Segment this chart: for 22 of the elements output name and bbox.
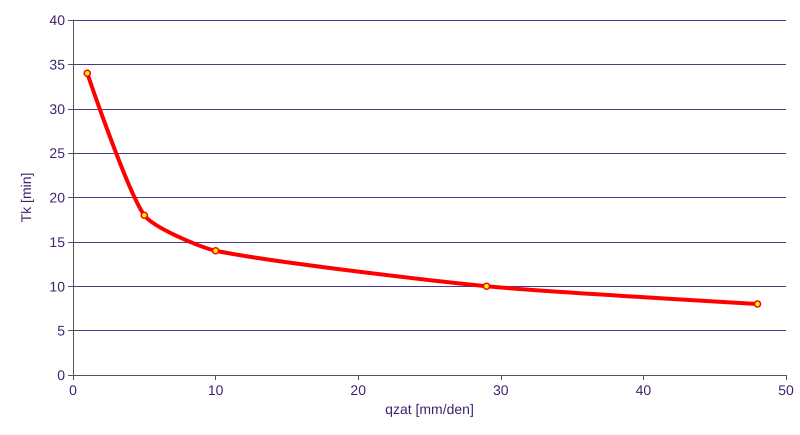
y-tick-label: 25 [49,145,66,162]
y-tick-label: 10 [49,278,66,294]
x-tick-label: 20 [350,382,366,398]
x-tick-label: 40 [636,382,652,398]
x-tick-label: 30 [493,382,509,398]
x-axis-title: qzat [mm/den] [385,400,474,417]
y-tick-label: 35 [49,56,66,72]
y-tick-label: 30 [49,100,66,117]
y-tick-label: 20 [49,190,66,206]
point [84,70,92,77]
x-tick-label: 0 [69,382,78,398]
x-tick-label: 10 [208,382,224,398]
y-tick-label: 40 [49,12,66,28]
y-tick-label: 15 [49,234,66,250]
y-tick-label: 0 [57,367,66,383]
point [212,247,220,254]
y-tick-label: 5 [57,322,66,339]
point [754,300,762,308]
point [140,212,148,219]
x-tick-label: 50 [778,382,794,398]
point [482,282,490,290]
y-axis-title: Tk [min] [18,172,34,222]
